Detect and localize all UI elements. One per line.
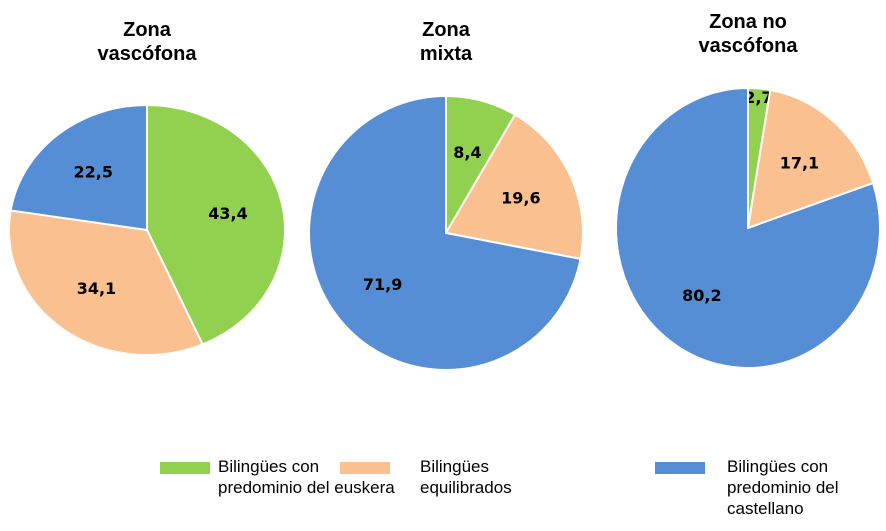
data-label: 34,1	[77, 279, 116, 298]
legend-label: Bilingües con predominio del euskera	[218, 457, 395, 497]
pie-slice	[615, 86, 881, 369]
data-label: 80,2	[682, 286, 721, 305]
data-label: 8,4	[453, 143, 481, 162]
data-label: 43,4	[208, 204, 247, 223]
pie-slice	[308, 94, 582, 371]
legend-swatch	[160, 462, 210, 474]
data-label: 22,5	[73, 162, 112, 181]
legend-swatch	[340, 462, 390, 474]
legend-label: Bilingües equilibrados	[420, 457, 512, 497]
chart-title: Zona no vascófona	[698, 11, 798, 57]
pie-slice	[146, 103, 286, 346]
legend-swatch	[655, 462, 705, 474]
data-label: 71,9	[363, 275, 402, 294]
data-label: 19,6	[501, 189, 540, 208]
pie-slice	[444, 113, 584, 261]
data-label: 17,1	[780, 154, 819, 173]
legend-label: Bilingües con predominio del castellano	[727, 457, 839, 518]
chart-title: Zona vascófona	[97, 19, 197, 65]
pie-slice	[9, 103, 148, 232]
data-label: 2,7	[744, 88, 772, 107]
pie-slice	[8, 209, 204, 356]
chart-title: Zona mixta	[419, 19, 473, 65]
